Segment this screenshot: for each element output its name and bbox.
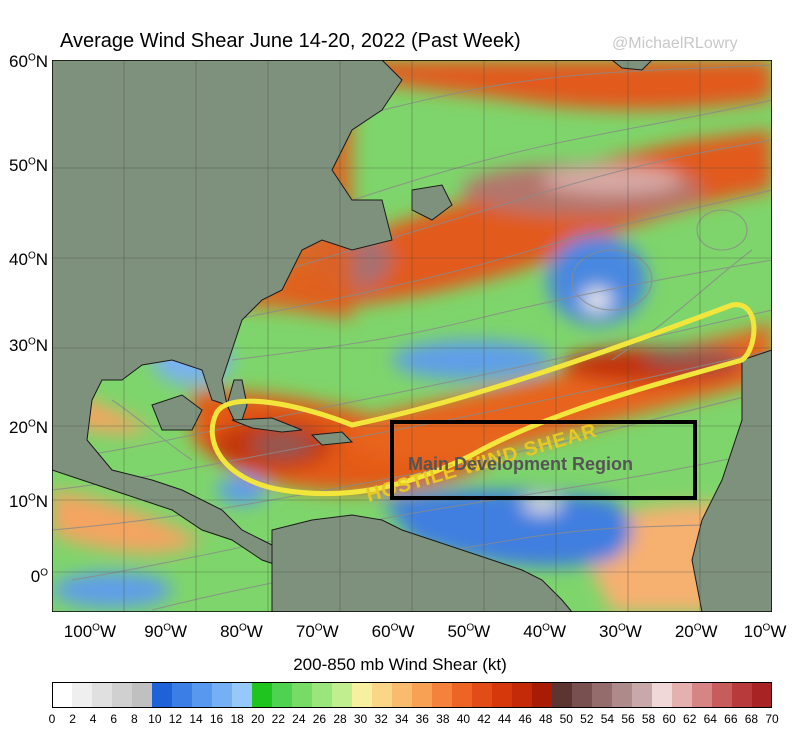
colorbar-tick-label: 8 [130, 712, 138, 726]
colorbar-tick-label: 28 [333, 712, 347, 726]
colorbar-swatch [432, 682, 453, 708]
colorbar-swatch [212, 682, 233, 708]
colorbar-tick-label: 50 [559, 712, 573, 726]
colorbar-tick-label: 26 [312, 712, 327, 726]
colorbar-swatch [492, 682, 513, 708]
map-title: Average Wind Shear June 14-20, 2022 (Pas… [60, 30, 521, 52]
colorbar-swatch [612, 682, 633, 708]
streamlines [52, 64, 772, 611]
colorbar-swatch [732, 682, 753, 708]
colorbar-tick-label: 18 [230, 712, 244, 726]
colorbar-swatch [412, 682, 433, 708]
colorbar-tick-label: 12 [168, 712, 183, 726]
colorbar-tick-label: 44 [497, 712, 512, 726]
colorbar-tick-label: 40 [456, 712, 471, 726]
lon-label-90: 90OW [144, 622, 188, 641]
lat-label-50: 50ON [9, 156, 48, 175]
colorbar-tick-label: 2 [69, 712, 76, 726]
colorbar-tick-label: 10 [148, 712, 162, 726]
lon-label-20: 20OW [674, 622, 718, 641]
lat-label-10: 10ON [9, 492, 48, 511]
colorbar-tick-label: 38 [436, 712, 450, 726]
colorbar-tick-label: 42 [477, 712, 491, 726]
colorbar-swatch [132, 682, 153, 708]
colorbar-tick-label: 34 [395, 712, 409, 726]
lat-label-0: 0O [30, 567, 48, 586]
land-masses [52, 60, 772, 612]
author-credit: @MichaelRLowry [612, 35, 738, 52]
colorbar-tick-label: 32 [374, 712, 388, 726]
colorbar-swatch [452, 682, 473, 708]
colorbar-swatch [692, 682, 713, 708]
lon-label-70: 70OW [295, 622, 339, 641]
wind-shear-map: HOSTILE WIND SHEAR Main Development Regi… [52, 60, 772, 612]
colorbar-swatch [512, 682, 533, 708]
colorbar-tick-label: 58 [641, 712, 656, 726]
mdr-box [390, 420, 697, 500]
lon-label-10: 10OW [743, 622, 787, 641]
colorbar-swatch [332, 682, 353, 708]
colorbar-swatch [92, 682, 113, 708]
colorbar-tick-label: 66 [724, 712, 738, 726]
colorbar-swatch [172, 682, 193, 708]
mdr-label: Main Development Region [408, 454, 633, 474]
colorbar-tick-label: 16 [209, 712, 224, 726]
colorbar-swatch [672, 682, 693, 708]
colorbar-swatch [532, 682, 553, 708]
colorbar-swatch [472, 682, 493, 708]
lat-label-60: 60ON [9, 52, 48, 71]
lon-label-80: 80OW [220, 622, 263, 641]
colorbar-swatch [552, 682, 573, 708]
lat-label-30: 30ON [9, 336, 48, 355]
colorbar-swatch [312, 682, 333, 708]
colorbar-tick-label: 24 [292, 712, 306, 726]
colorbar-tick-label: 0 [48, 712, 56, 726]
colorbar-tick-label: 14 [189, 712, 203, 726]
colorbar-tick-label: 48 [539, 712, 553, 726]
colorbar-tick-label: 68 [744, 712, 759, 726]
colorbar-swatch [272, 682, 293, 708]
colorbar-swatch [592, 682, 613, 708]
colorbar-swatch [232, 682, 253, 708]
colorbar-swatch [632, 682, 653, 708]
colorbar-swatch [292, 682, 313, 708]
colorbar-swatch [72, 682, 93, 708]
colorbar-tick-label: 52 [580, 712, 594, 726]
colorbar-swatch [572, 682, 593, 708]
lat-label-40: 40ON [9, 250, 48, 269]
colorbar-tick-label: 6 [110, 712, 118, 726]
lon-label-40: 40OW [523, 622, 566, 641]
colorbar-swatch [392, 682, 413, 708]
colorbar-swatch [712, 682, 733, 708]
colorbar-tick-label: 30 [353, 712, 368, 726]
colorbar-tick-label: 56 [621, 712, 635, 726]
colorbar-tick-label: 60 [662, 712, 676, 726]
colorbar-tick-label: 22 [271, 712, 285, 726]
colorbar [52, 682, 772, 708]
colorbar-tick-label: 4 [89, 712, 97, 726]
colorbar-swatch [372, 682, 393, 708]
colorbar-tick-label: 20 [251, 712, 265, 726]
colorbar-swatch [52, 682, 73, 708]
colorbar-tick-label: 54 [600, 712, 615, 726]
colorbar-label: 200-850 mb Wind Shear (kt) [293, 655, 507, 674]
colorbar-swatch [752, 682, 772, 708]
lat-label-20: 20ON [9, 418, 48, 437]
hostile-shear-outline [209, 302, 757, 497]
colorbar-swatch [252, 682, 273, 708]
colorbar-swatch [192, 682, 213, 708]
colorbar-swatch [652, 682, 673, 708]
colorbar-tick-label: 46 [518, 712, 532, 726]
colorbar-tick-label: 36 [415, 712, 429, 726]
colorbar-swatch [112, 682, 133, 708]
lon-label-50: 50OW [447, 622, 491, 641]
lon-label-60: 60OW [371, 622, 415, 641]
lon-label-30: 30OW [599, 622, 642, 641]
colorbar-tick-label: 62 [683, 712, 697, 726]
colorbar-swatch [152, 682, 173, 708]
colorbar-tick-label: 70 [765, 712, 779, 726]
colorbar-tick-label: 64 [703, 712, 717, 726]
colorbar-swatch [352, 682, 373, 708]
lon-label-100: 100OW [63, 622, 116, 641]
